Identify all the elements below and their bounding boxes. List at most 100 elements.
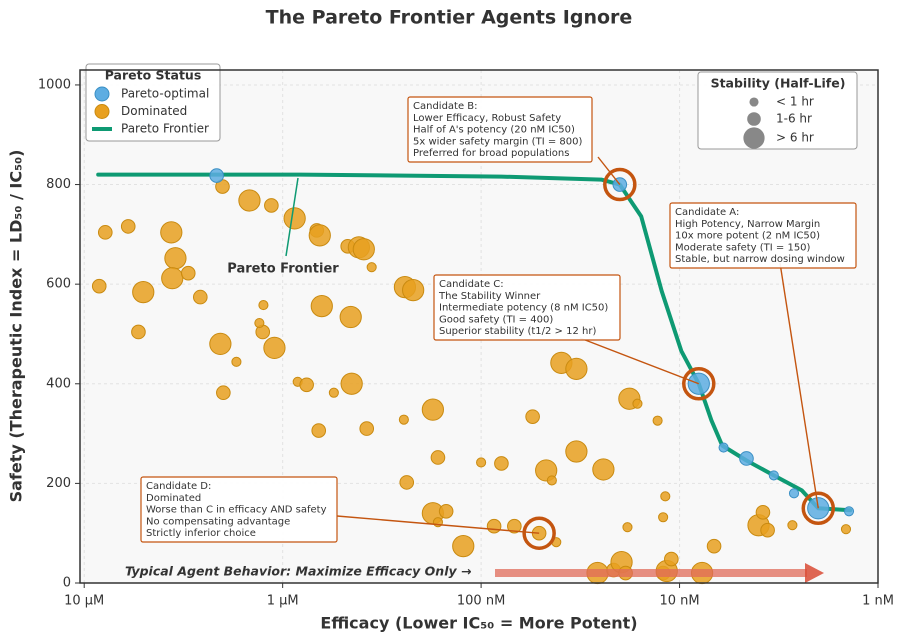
y-tick-label: 600 <box>46 277 71 292</box>
bubble <box>192 289 208 305</box>
legend-box <box>85 63 221 142</box>
bubble <box>565 440 588 463</box>
bubble <box>452 535 475 558</box>
size-legend-swatch <box>749 97 759 107</box>
annotation-box <box>140 476 338 543</box>
size-legend-swatch <box>743 127 765 149</box>
bubble <box>658 512 669 523</box>
annotation-box <box>669 202 857 269</box>
bubble <box>840 524 852 535</box>
frontier-label: Pareto Frontier <box>227 262 339 277</box>
bubble <box>366 262 377 273</box>
bubble <box>398 414 409 425</box>
annotation-text: Worse than C in efficacy AND safety <box>146 505 327 516</box>
bubble <box>399 475 415 490</box>
annotation-text: No compensating advantage <box>146 516 290 527</box>
bubble <box>768 470 779 481</box>
bubble <box>421 398 444 421</box>
annotation-arrow <box>597 156 621 185</box>
annotation-text: Lower Efficacy, Robust Safety <box>413 113 561 124</box>
bubble <box>486 518 502 534</box>
annotation-box <box>407 96 593 163</box>
bubble <box>340 372 363 395</box>
x-axis-label: Efficacy (Lower IC₅₀ = More Potent) <box>320 614 637 633</box>
annotation-text: Half of A's potency (20 nM IC50) <box>413 125 575 136</box>
bubble <box>843 506 855 517</box>
bubble <box>352 238 375 261</box>
bubble <box>97 225 113 240</box>
agent-arrow-shaft <box>495 569 807 577</box>
bubble <box>160 221 183 244</box>
bubble <box>209 332 232 356</box>
bubble <box>120 219 136 234</box>
annotation-text: Moderate safety (TI = 150) <box>675 242 811 253</box>
bubble <box>664 551 679 567</box>
annotation-text: Candidate B: <box>413 101 478 112</box>
bubble <box>652 415 663 426</box>
bubble <box>660 491 671 502</box>
size-legend-swatch <box>747 112 761 126</box>
x-tick-label: 1 nM <box>862 594 894 609</box>
bubble <box>209 168 224 183</box>
bubble <box>494 456 509 471</box>
candidate-ring <box>682 367 716 401</box>
agent-arrow-head <box>805 563 824 583</box>
bubble <box>760 522 775 538</box>
annotation-arrow <box>336 515 540 534</box>
annotation-text: Superior stability (t1/2 > 12 hr) <box>439 326 596 337</box>
bubble <box>264 198 279 213</box>
bubble <box>787 520 798 531</box>
bubble <box>359 421 375 436</box>
bubble <box>254 317 265 329</box>
candidate-ring <box>801 491 836 526</box>
x-tick-label: 100 nM <box>457 594 505 609</box>
size-legend-label: < 1 hr <box>776 95 814 109</box>
bubble <box>310 294 333 318</box>
bubble <box>565 357 588 380</box>
bubble <box>430 450 446 465</box>
agent-label: Typical Agent Behavior: Maximize Efficac… <box>125 564 471 579</box>
annotation-text: Preferred for broad populations <box>413 148 569 159</box>
bubble <box>788 488 800 499</box>
size-legend-title: Stability (Half-Life) <box>711 76 846 91</box>
y-tick-label: 1000 <box>38 77 71 92</box>
annotation-text: Good safety (TI = 400) <box>439 314 553 325</box>
x-tick-label: 10 nM <box>659 594 699 609</box>
bubble <box>238 189 261 212</box>
y-axis-label: Safety (Therapeutic Index = LD₅₀ / IC₅₀) <box>7 150 26 503</box>
annotation-text: 5x wider safety margin (TI = 800) <box>413 136 582 147</box>
bubble <box>739 451 754 466</box>
chart-title: The Pareto Frontier Agents Ignore <box>266 7 633 29</box>
annotation-arrow <box>779 262 819 509</box>
y-tick-label: 200 <box>46 476 71 491</box>
annotation-text: Intermediate potency (8 nM IC50) <box>439 303 608 314</box>
frontier-label-line <box>285 177 299 257</box>
bubble <box>402 279 425 302</box>
bubble <box>632 398 643 409</box>
y-tick-label: 0 <box>63 576 71 591</box>
annotation-text: Candidate C: <box>439 279 504 290</box>
bubble <box>592 458 615 481</box>
legend-label: Pareto Frontier <box>121 122 209 136</box>
annotation-box <box>433 274 621 341</box>
bubble <box>339 305 362 329</box>
bubble <box>161 267 184 290</box>
annotation-text: Strictly inferior choice <box>146 528 256 539</box>
legend-label: Dominated <box>121 104 187 118</box>
bubble <box>216 385 231 401</box>
bubble <box>308 224 331 247</box>
size-legend-box <box>697 71 858 150</box>
frontier-line <box>96 172 853 513</box>
annotation-text: Candidate D: <box>146 481 211 492</box>
legend-title: Pareto Status <box>105 68 202 83</box>
bubble <box>180 265 196 281</box>
bubble <box>299 377 314 393</box>
bubble <box>91 278 107 294</box>
bubble <box>258 300 269 311</box>
plot-frame <box>79 69 879 584</box>
y-tick-label: 800 <box>46 177 71 192</box>
bubble <box>311 423 327 438</box>
bubble <box>622 522 633 533</box>
x-tick-label: 1 μM <box>267 594 299 609</box>
